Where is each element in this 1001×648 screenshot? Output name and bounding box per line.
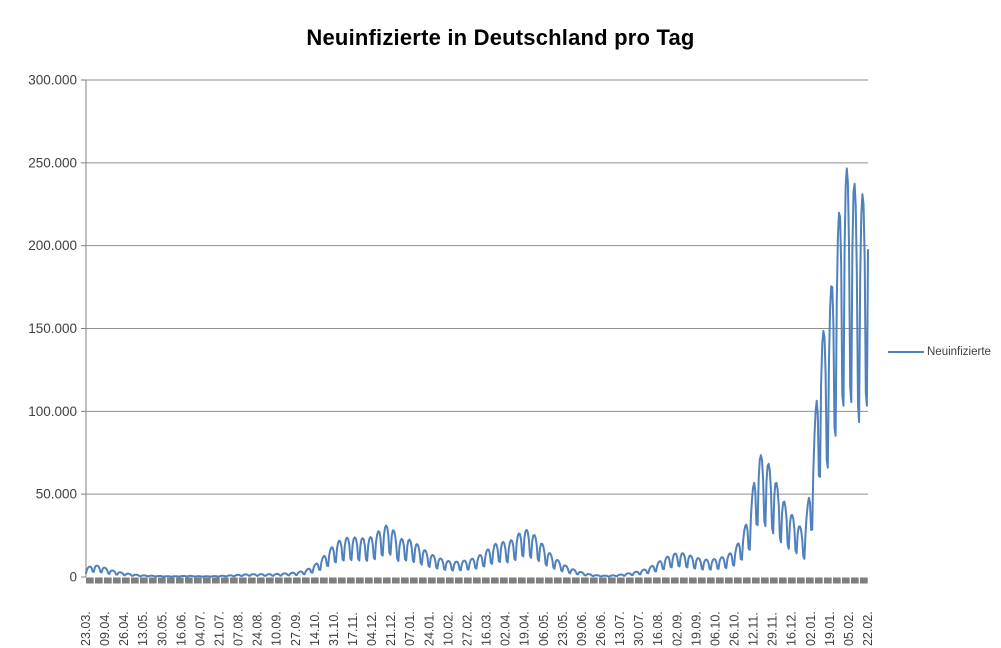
x-axis-label: 23.05. xyxy=(556,611,570,646)
x-axis-label: 31.10. xyxy=(327,611,341,646)
x-axis-label: 06.05. xyxy=(537,611,551,646)
x-axis-label: 27.02. xyxy=(460,611,474,646)
series-line-neuinfizierte xyxy=(85,167,869,578)
legend-series-label: Neuinfizierte xyxy=(927,346,991,358)
x-axis-label: 26.04. xyxy=(117,611,131,646)
x-axis-label: 22.02. xyxy=(861,611,875,646)
x-axis-label: 30.07. xyxy=(632,611,646,646)
x-axis-label: 16.03. xyxy=(480,611,494,646)
y-axis-label: 250.000 xyxy=(28,155,77,170)
legend-line-swatch xyxy=(888,351,924,353)
x-axis-label: 26.06. xyxy=(594,611,608,646)
x-axis-label: 02.09. xyxy=(670,611,684,646)
x-axis-label: 12.11. xyxy=(747,612,761,646)
x-axis-label: 24.01. xyxy=(422,611,436,646)
x-axis-label: 16.12. xyxy=(785,611,799,646)
legend: Neuinfizierte xyxy=(888,345,991,359)
x-axis-label: 19.01. xyxy=(823,611,837,646)
x-axis-label: 30.05. xyxy=(155,611,169,646)
y-axis-label: 100.000 xyxy=(28,404,77,419)
x-axis-label: 27.09. xyxy=(289,611,303,646)
x-axis-label: 21.12. xyxy=(384,611,398,646)
x-axis-label: 07.01. xyxy=(403,611,417,646)
x-axis-label: 07.08. xyxy=(232,611,246,646)
x-axis-label: 13.07. xyxy=(613,611,627,646)
x-axis-label: 04.12. xyxy=(365,611,379,646)
x-axis-label: 21.07. xyxy=(213,611,227,646)
x-axis-label: 23.03. xyxy=(79,611,93,646)
x-axis-label: 09.06. xyxy=(575,611,589,646)
x-axis-label: 06.10. xyxy=(708,611,722,646)
x-axis-label: 16.06. xyxy=(174,611,188,646)
x-axis-label: 09.04. xyxy=(98,611,112,646)
y-axis-label: 200.000 xyxy=(28,238,77,253)
chart-title: Neuinfizierte in Deutschland pro Tag xyxy=(306,25,695,50)
x-axis-label: 10.09. xyxy=(270,611,284,646)
x-axis-label: 26.10. xyxy=(727,611,741,646)
x-axis-label: 16.08. xyxy=(651,611,665,646)
y-axis-label: 300.000 xyxy=(28,73,77,88)
x-axis-label: 29.11. xyxy=(766,612,780,646)
x-axis-label: 19.04. xyxy=(518,611,532,646)
y-axis-label: 50.000 xyxy=(36,487,77,502)
x-axis-label: 04.07. xyxy=(193,611,207,646)
x-axis-label: 10.02. xyxy=(441,611,455,646)
x-axis-label: 24.08. xyxy=(251,611,265,646)
y-axis-label: 0 xyxy=(69,570,77,585)
x-axis-label: 19.09. xyxy=(689,611,703,646)
x-axis-label: 02.04. xyxy=(499,611,513,646)
x-axis-label: 14.10. xyxy=(308,611,322,646)
y-axis-label: 150.000 xyxy=(28,321,77,336)
x-axis-label: 05.02. xyxy=(842,611,856,646)
x-axis-label: 13.05. xyxy=(136,611,150,646)
x-axis-label: 17.11. xyxy=(346,612,360,646)
x-axis-label: 02.01. xyxy=(804,611,818,646)
